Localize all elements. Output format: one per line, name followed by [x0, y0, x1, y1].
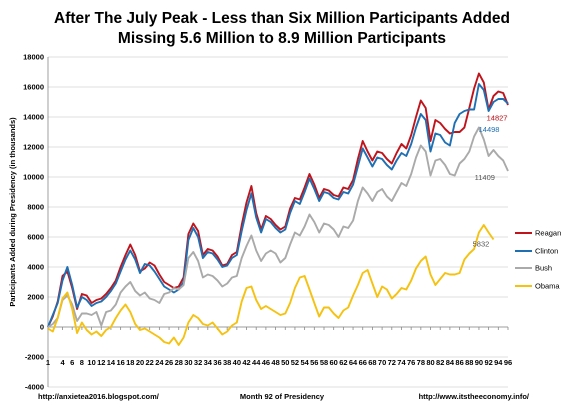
x-tick-label: 52 [291, 358, 299, 367]
y-tick-label: 8000 [27, 203, 44, 212]
x-tick-label: 70 [378, 358, 386, 367]
x-tick-label: 74 [397, 358, 406, 367]
x-tick-label: 62 [339, 358, 347, 367]
x-tick-label: 46 [262, 358, 270, 367]
x-tick-label: 88 [465, 358, 473, 367]
x-tick-label: 48 [271, 358, 279, 367]
x-tick-label: 42 [242, 358, 250, 367]
x-tick-label: 90 [475, 358, 483, 367]
series-line-bush [47, 126, 509, 328]
y-tick-label: -2000 [25, 353, 44, 362]
y-tick-label: 0 [40, 323, 44, 332]
y-tick-label: 12000 [23, 143, 44, 152]
x-tick-label: 18 [126, 358, 134, 367]
x-tick-label: 96 [504, 358, 512, 367]
y-tick-label: 16000 [23, 83, 44, 92]
x-tick-label: 34 [204, 358, 213, 367]
series-line-reagan [47, 72, 509, 328]
y-tick-label: 18000 [23, 53, 44, 62]
x-tick-label: 20 [136, 358, 144, 367]
x-tick-label: 26 [165, 358, 173, 367]
x-tick-label: 78 [417, 358, 425, 367]
x-tick-label: 24 [155, 358, 164, 367]
x-tick-label: 54 [300, 358, 309, 367]
x-tick-label: 30 [184, 358, 192, 367]
y-tick-label: 6000 [27, 233, 44, 242]
x-tick-label: 68 [368, 358, 376, 367]
x-axis-title: Month 92 of Presidency [240, 392, 325, 401]
x-tick-label: 16 [116, 358, 124, 367]
chart-title-line-1: After The July Peak - Less than Six Mill… [54, 10, 510, 27]
x-tick-labels: 1 4 6 8 10 12 14 16 18 20 22 24 26 28 30 32 34 36 38 40 42 44… [46, 358, 512, 367]
x-tick-label: 14 [107, 358, 116, 367]
series-line-obama [47, 224, 495, 346]
legend: Reagan Clinton Bush Obama [515, 229, 561, 291]
end-label-bush: 11409 [475, 173, 495, 182]
x-tick-label: 58 [320, 358, 328, 367]
x-tick-label: 56 [310, 358, 318, 367]
x-tick-label: 1 [46, 358, 50, 367]
x-tick-label: 94 [494, 358, 503, 367]
axes [47, 57, 509, 387]
legend-label-clinton: Clinton [535, 247, 558, 256]
y-tick-labels: -4000 -2000 0 2000 4000 6000 8000 10000 12000 140… [23, 53, 44, 392]
series-lines [47, 72, 509, 346]
end-value-labels: 14827 14498 11409 5832 [473, 114, 508, 249]
x-tick-label: 38 [223, 358, 231, 367]
legend-label-reagan: Reagan [535, 229, 561, 238]
x-tick-label: 12 [97, 358, 105, 367]
x-tick-label: 36 [213, 358, 221, 367]
x-tick-label: 22 [146, 358, 154, 367]
x-tick-label: 72 [388, 358, 396, 367]
x-tick-label: 50 [281, 358, 289, 367]
y-tick-label: 2000 [27, 293, 44, 302]
x-tick-label: 6 [70, 358, 74, 367]
y-tick-label: 14000 [23, 113, 44, 122]
legend-label-obama: Obama [535, 282, 560, 291]
x-tick-label: 84 [446, 358, 455, 367]
legend-label-bush: Bush [535, 264, 552, 273]
x-tick-label: 44 [252, 358, 261, 367]
y-tick-label: -4000 [25, 383, 44, 392]
x-tick-label: 66 [359, 358, 367, 367]
x-tick-label: 8 [80, 358, 84, 367]
x-tick-label: 92 [484, 358, 492, 367]
y-tick-label: 4000 [27, 263, 44, 272]
source-link-left[interactable]: http://anxietea2016.blogspot.com/ [38, 392, 160, 401]
source-link-right[interactable]: http://www.itstheeconomy.info/ [419, 392, 530, 401]
x-tick-label: 40 [233, 358, 241, 367]
end-label-clinton: 14498 [479, 125, 500, 134]
x-tick-label: 64 [349, 358, 358, 367]
x-tick-label: 10 [87, 358, 95, 367]
end-label-obama: 5832 [473, 240, 490, 249]
gridlines [48, 56, 508, 388]
x-tick-label: 80 [426, 358, 434, 367]
x-tick-label: 28 [175, 358, 183, 367]
series-line-clinton [47, 83, 509, 328]
x-tick-label: 60 [330, 358, 338, 367]
x-tick-label: 32 [194, 358, 202, 367]
x-tick-label: 86 [455, 358, 463, 367]
x-tick-label: 82 [436, 358, 444, 367]
x-tick-label: 4 [60, 358, 65, 367]
x-tick-label: 76 [407, 358, 415, 367]
y-axis-title: Participants Added during Presidency (in… [8, 117, 17, 307]
end-label-reagan: 14827 [487, 114, 508, 123]
y-tick-label: 10000 [23, 173, 44, 182]
chart-title-line-2: Missing 5.6 Million to 8.9 Million Parti… [118, 30, 446, 47]
